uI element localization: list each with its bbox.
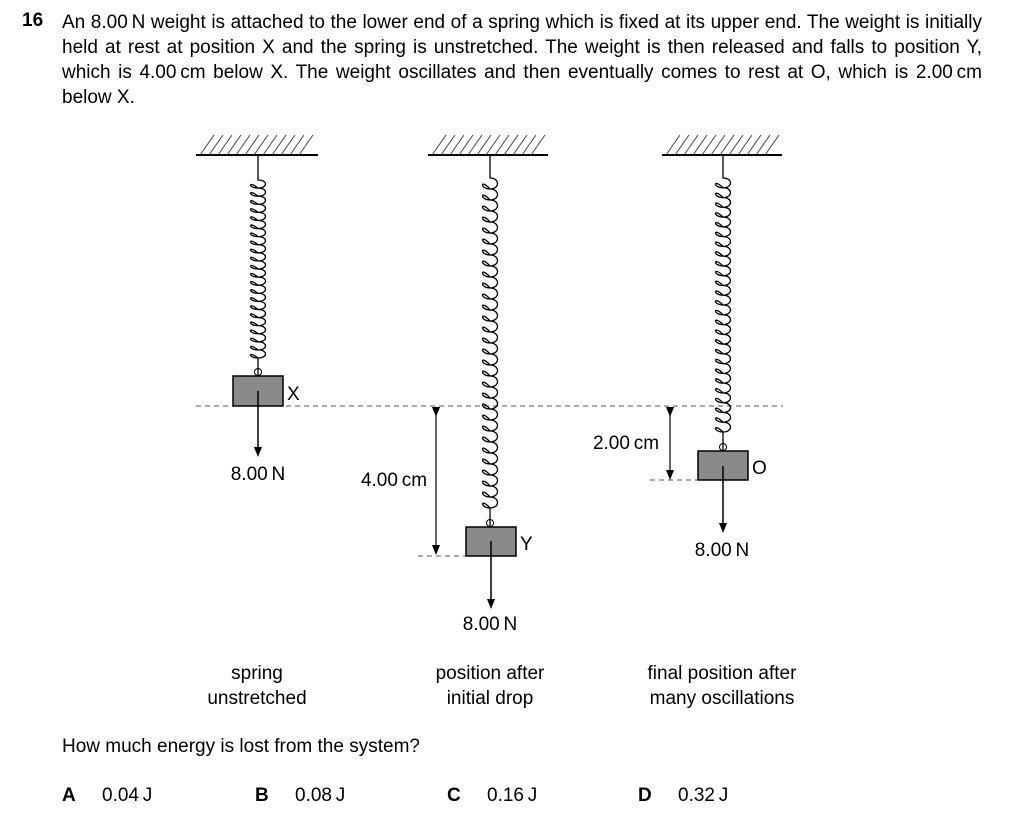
spring-coil bbox=[249, 155, 267, 376]
weight-label-2: 8.00 N bbox=[463, 614, 518, 635]
hatch-line bbox=[235, 134, 251, 156]
caption-2-line-2: initial drop bbox=[446, 688, 534, 709]
caption-2-line-1: position after bbox=[435, 663, 545, 684]
hatch-line bbox=[710, 134, 726, 156]
option-c[interactable]: C 0.16 J bbox=[447, 785, 537, 807]
distance-label-2cm: 2.00 cm bbox=[593, 433, 659, 454]
weight-label-1: 8.00 N bbox=[231, 464, 286, 485]
option-b-letter: B bbox=[255, 785, 269, 806]
hatch-line bbox=[683, 134, 699, 156]
hatch-line bbox=[692, 134, 708, 156]
hatch-line bbox=[728, 134, 744, 156]
option-d[interactable]: D 0.32 J bbox=[638, 785, 728, 807]
hatch-line bbox=[271, 134, 287, 156]
panel-final: O 2.00 cm 8.00 N bbox=[593, 134, 782, 561]
hatch-line bbox=[755, 134, 771, 156]
hatch-line bbox=[226, 134, 242, 156]
caption-1-line-1: spring bbox=[231, 663, 283, 684]
option-d-letter: D bbox=[638, 785, 652, 806]
spring-3 bbox=[714, 155, 732, 451]
hatch-line bbox=[494, 134, 510, 156]
hatch-line bbox=[208, 134, 224, 156]
hatch-line bbox=[746, 134, 762, 156]
ceiling-support-1 bbox=[196, 134, 318, 156]
hatch-line bbox=[521, 134, 537, 156]
weight-label-3: 8.00 N bbox=[695, 540, 750, 561]
spring-1 bbox=[249, 155, 267, 376]
option-a-text: 0.04 J bbox=[102, 785, 153, 806]
hatch-line bbox=[298, 134, 314, 156]
hatch-line bbox=[512, 134, 528, 156]
position-label-x: X bbox=[287, 384, 300, 405]
hatch-line bbox=[665, 134, 681, 156]
hatch-line bbox=[253, 134, 269, 156]
panel-unstretched: X 8.00 N bbox=[196, 134, 318, 485]
hatch-line bbox=[737, 134, 753, 156]
question-stem: An 8.00 N weight is attached to the lowe… bbox=[62, 10, 982, 110]
hatch-line bbox=[199, 134, 215, 156]
hatch-line bbox=[280, 134, 296, 156]
hatch-line bbox=[467, 134, 483, 156]
hatch-line bbox=[674, 134, 690, 156]
spring-coil bbox=[714, 155, 732, 451]
hatch-line bbox=[440, 134, 456, 156]
hatch-line bbox=[449, 134, 465, 156]
panel-initial-drop: Y 4.00 cm 8.00 N bbox=[361, 134, 548, 635]
hatch-line bbox=[485, 134, 501, 156]
spring-2 bbox=[481, 155, 499, 527]
question-stem-text: An 8.00 N weight is attached to the lowe… bbox=[62, 12, 982, 108]
option-d-text: 0.32 J bbox=[678, 785, 729, 806]
caption-3-line-1: final position after bbox=[647, 663, 797, 684]
ceiling-support-3 bbox=[662, 134, 782, 156]
position-label-o: O bbox=[752, 458, 767, 479]
hatch-line bbox=[244, 134, 260, 156]
hatch-line bbox=[458, 134, 474, 156]
option-a[interactable]: A 0.04 J bbox=[62, 785, 152, 807]
option-b-text: 0.08 J bbox=[295, 785, 346, 806]
caption-3-line-2: many oscillations bbox=[649, 688, 795, 709]
hatch-line bbox=[289, 134, 305, 156]
option-c-text: 0.16 J bbox=[487, 785, 538, 806]
caption-1-line-2: unstretched bbox=[207, 688, 307, 709]
caption-initial-drop: position after initial drop bbox=[380, 661, 600, 711]
ceiling-support-2 bbox=[428, 134, 548, 156]
hatch-line bbox=[217, 134, 233, 156]
question-number: 16 bbox=[22, 10, 44, 31]
hatch-line bbox=[530, 134, 546, 156]
option-c-letter: C bbox=[447, 785, 461, 806]
hatch-line bbox=[764, 134, 780, 156]
position-label-y: Y bbox=[520, 534, 533, 555]
hatch-line bbox=[262, 134, 278, 156]
spring-coil bbox=[481, 155, 499, 527]
distance-label-4cm: 4.00 cm bbox=[361, 470, 427, 491]
hatch-line bbox=[719, 134, 735, 156]
caption-final: final position after many oscillations bbox=[612, 661, 832, 711]
hatch-line bbox=[701, 134, 717, 156]
hatch-line bbox=[476, 134, 492, 156]
hatch-line bbox=[431, 134, 447, 156]
question-prompt: How much energy is lost from the system? bbox=[62, 736, 420, 757]
option-a-letter: A bbox=[62, 785, 76, 806]
caption-unstretched: spring unstretched bbox=[147, 661, 367, 711]
hatch-line bbox=[503, 134, 519, 156]
option-b[interactable]: B 0.08 J bbox=[255, 785, 345, 807]
